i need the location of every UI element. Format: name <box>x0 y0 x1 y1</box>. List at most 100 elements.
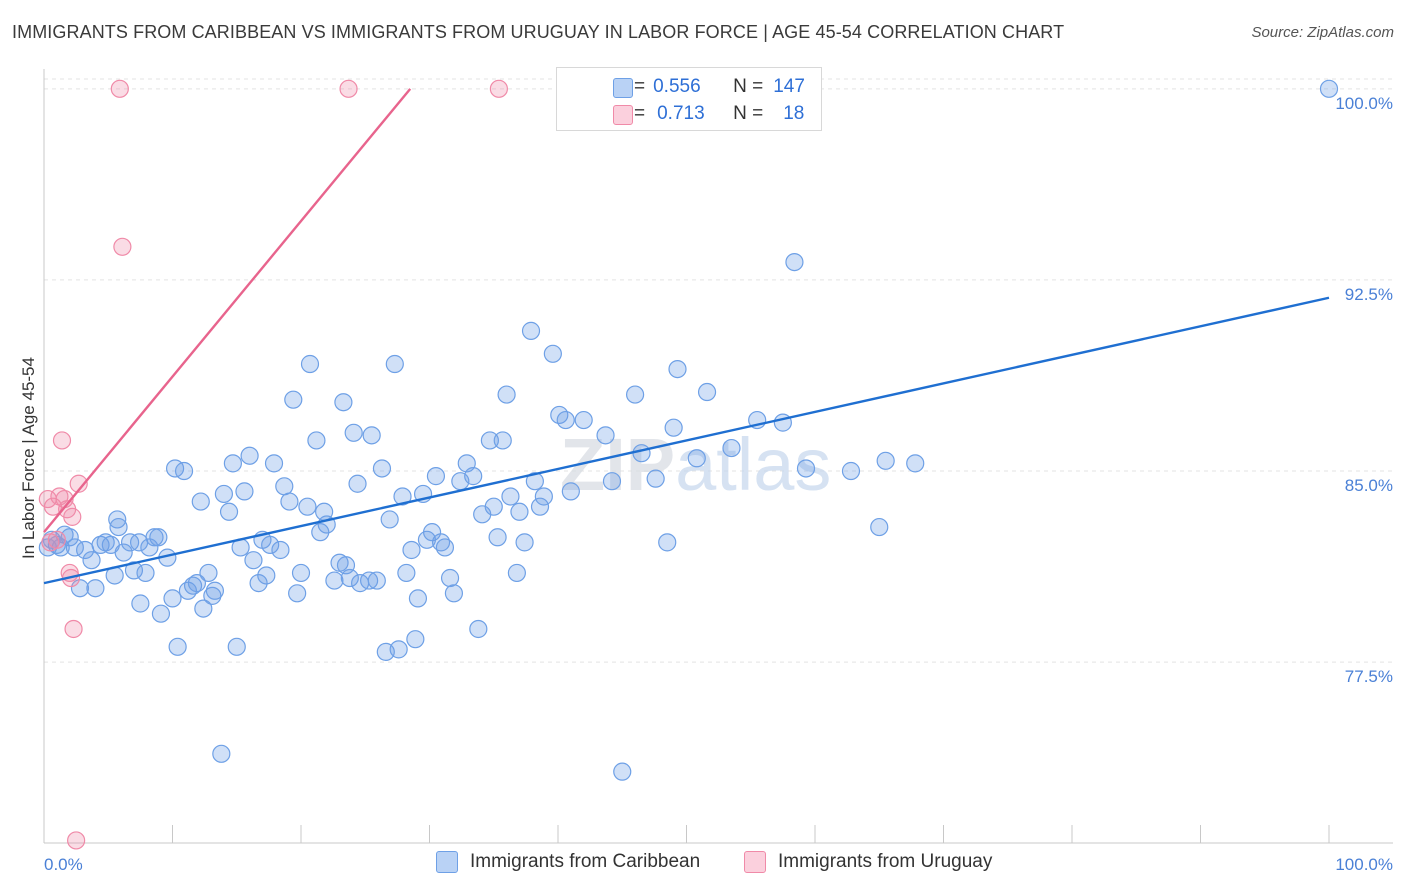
caribbean-point <box>168 637 187 656</box>
caribbean-point <box>360 571 379 590</box>
n-value: 18 <box>783 103 805 124</box>
caribbean-point <box>96 533 115 552</box>
correlation-legend: R = 0.556 N = 147 R = 0.713 N = 18 <box>556 67 822 131</box>
caribbean-point <box>205 581 225 600</box>
caribbean-point <box>380 510 399 529</box>
caribbean-point <box>362 426 381 445</box>
caribbean-point <box>174 461 194 481</box>
caribbean-point <box>596 426 615 445</box>
caribbean-point <box>543 344 562 363</box>
caribbean-point <box>501 487 520 506</box>
caribbean-point <box>408 589 428 608</box>
r-value: 0.556 <box>653 76 701 97</box>
caribbean-point <box>223 454 242 473</box>
caribbean-point <box>561 482 580 501</box>
caribbean-point <box>187 574 207 593</box>
caribbean-point <box>510 502 529 521</box>
caribbean-point <box>785 252 804 272</box>
caribbean-point <box>136 563 155 583</box>
caribbean-point <box>393 487 412 506</box>
caribbean-point <box>91 535 110 555</box>
caribbean-point <box>488 528 507 547</box>
uruguay-point <box>69 474 88 493</box>
n-label: N = <box>733 76 764 97</box>
caribbean-trend-line <box>43 296 1330 585</box>
caribbean-point <box>70 579 90 598</box>
caribbean-point <box>402 540 421 560</box>
uruguay-legend-swatch <box>744 851 766 873</box>
caribbean-point <box>534 487 553 506</box>
caribbean-point <box>722 438 741 458</box>
caribbean-point <box>625 385 645 404</box>
caribbean-point <box>1319 79 1339 98</box>
caribbean-point <box>300 354 320 374</box>
caribbean-point <box>525 472 544 491</box>
caribbean-point <box>325 571 344 590</box>
caribbean-point <box>397 563 416 583</box>
caribbean-point <box>367 571 386 590</box>
uruguay-point <box>64 619 83 639</box>
caribbean-point <box>203 586 222 605</box>
grid-lines <box>44 78 1393 663</box>
n-value: 147 <box>773 76 805 97</box>
caribbean-legend-label: Immigrants from Caribbean <box>470 851 701 872</box>
caribbean-point <box>163 589 182 608</box>
caribbean-point <box>298 497 317 516</box>
caribbean-point <box>82 551 101 570</box>
caribbean-point <box>497 385 516 404</box>
caribbean-point <box>264 454 284 473</box>
caribbean-point <box>212 744 231 763</box>
caribbean-point <box>530 497 550 516</box>
caribbean-point <box>632 444 651 463</box>
caribbean-point <box>334 393 353 412</box>
caribbean-point <box>556 410 575 430</box>
caribbean-point <box>271 540 290 560</box>
caribbean-point <box>658 533 677 552</box>
caribbean-point <box>288 584 307 603</box>
caribbean-point <box>114 543 133 562</box>
caribbean-point <box>464 467 483 486</box>
caribbean-swatch <box>613 78 633 98</box>
caribbean-point <box>515 533 534 552</box>
axes <box>43 69 1393 844</box>
uruguay-point <box>63 507 82 526</box>
caribbean-point <box>194 599 213 618</box>
x-tick-label: 0.0% <box>44 855 83 874</box>
caribbean-point <box>664 418 683 437</box>
caribbean-point <box>876 451 895 470</box>
y-tick-label: 92.5% <box>1345 285 1393 304</box>
caribbean-point <box>291 563 311 583</box>
chart-title: IMMIGRANTS FROM CARIBBEAN VS IMMIGRANTS … <box>12 22 1065 42</box>
trend-lines <box>43 88 1330 585</box>
uruguay-point <box>489 79 508 98</box>
caribbean-point <box>796 459 816 478</box>
caribbean-point <box>906 454 925 473</box>
caribbean-point <box>440 568 460 588</box>
caribbean-point <box>841 461 861 481</box>
legend-row-caribbean: R = 0.556 N = 147 <box>585 74 805 100</box>
caribbean-point <box>646 469 665 488</box>
x-tick-label: 100.0% <box>1335 855 1393 874</box>
uruguay-point <box>113 237 132 256</box>
caribbean-point <box>240 446 259 465</box>
caribbean-point <box>687 449 706 468</box>
caribbean-point <box>469 619 488 639</box>
uruguay-point <box>110 79 129 98</box>
caribbean-point <box>244 551 263 570</box>
caribbean-point <box>109 517 128 537</box>
caribbean-point <box>145 528 164 547</box>
caribbean-point <box>668 359 687 379</box>
caribbean-point <box>275 477 294 496</box>
caribbean-point <box>219 502 239 521</box>
x-tick-labels: 0.0% 100.0% <box>44 855 1393 874</box>
uruguay-legend-label: Immigrants from Uruguay <box>778 851 993 872</box>
bottom-legend-caribbean: Immigrants from Caribbean <box>436 851 700 873</box>
caribbean-point <box>507 563 526 583</box>
caribbean-point <box>493 431 512 450</box>
source-label: Source: ZipAtlas.com <box>1251 24 1394 41</box>
caribbean-point <box>697 382 717 402</box>
caribbean-points <box>38 79 1339 781</box>
caribbean-point <box>372 459 392 478</box>
caribbean-point <box>340 568 359 588</box>
